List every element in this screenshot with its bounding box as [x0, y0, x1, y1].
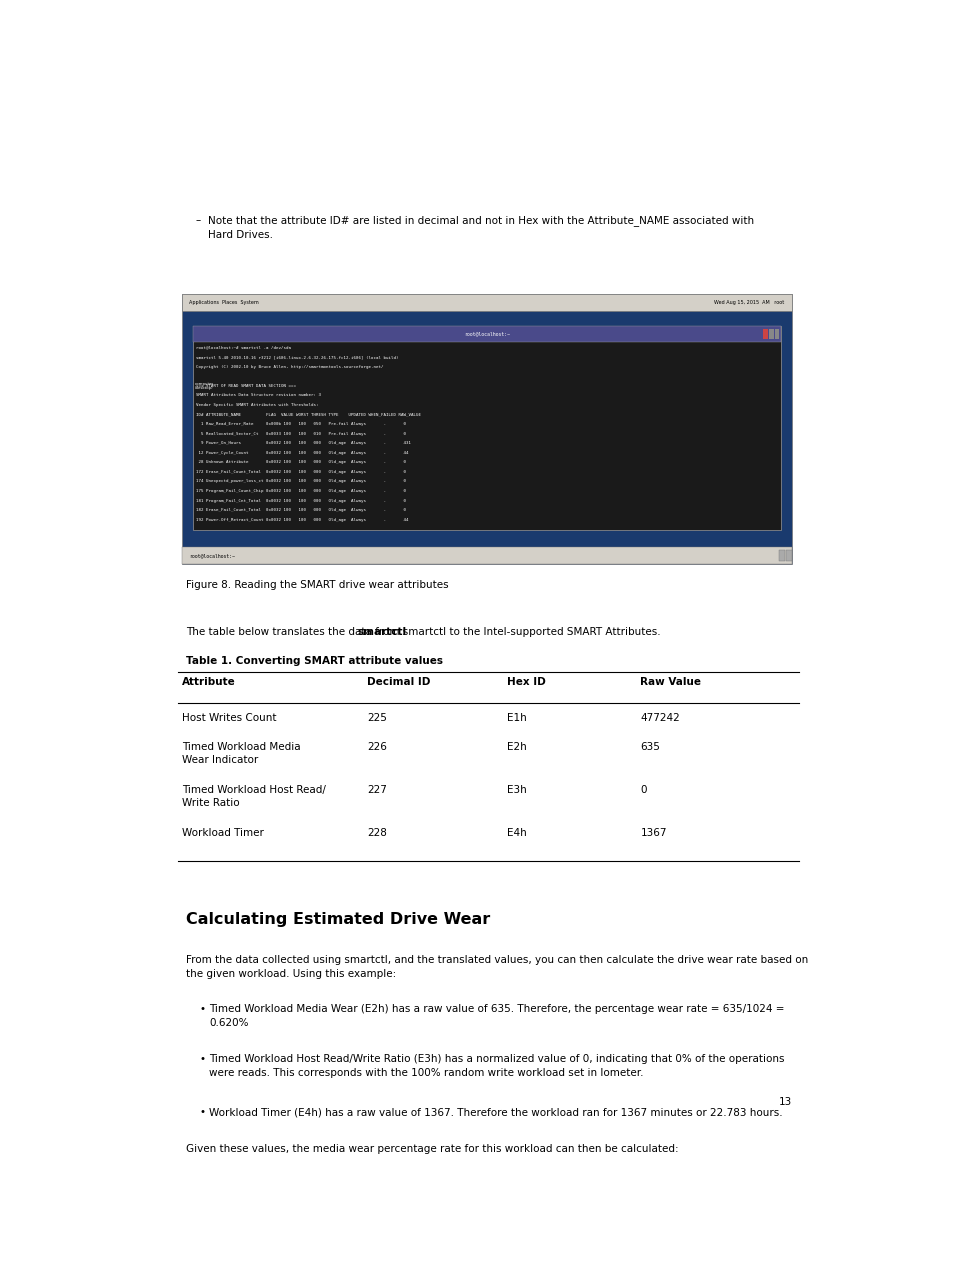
Text: Copyright (C) 2002-10 by Bruce Allen, http://smartmontools.sourceforge.net/: Copyright (C) 2002-10 by Bruce Allen, ht…: [196, 365, 383, 369]
Text: 0: 0: [639, 785, 646, 795]
Text: root@localhost:~: root@localhost:~: [463, 331, 510, 336]
Text: 12 Power_Cycle_Count       0x0032 100   100   000   Old_age  Always       -     : 12 Power_Cycle_Count 0x0032 100 100 000 …: [196, 450, 408, 455]
Text: Wed Aug 15, 2015  AM   root: Wed Aug 15, 2015 AM root: [714, 301, 783, 306]
Text: From the data collected using smartctl, and the translated values, you can then : From the data collected using smartctl, …: [186, 955, 807, 979]
Text: E2h: E2h: [507, 742, 527, 752]
FancyBboxPatch shape: [768, 328, 773, 339]
Text: 1 Raw_Read_Error_Rate     0x000b 100   100   050   Pre-fail Always       -      : 1 Raw_Read_Error_Rate 0x000b 100 100 050…: [196, 422, 406, 426]
Text: Note that the attribute ID# are listed in decimal and not in Hex with the Attrib: Note that the attribute ID# are listed i…: [208, 214, 753, 240]
Text: Calculating Estimated Drive Wear: Calculating Estimated Drive Wear: [186, 912, 490, 927]
Text: Timed Workload Media
Wear Indicator: Timed Workload Media Wear Indicator: [182, 742, 300, 765]
Text: Timed Workload Host Read/Write Ratio (E3h) has a normalized value of 0, indicati: Timed Workload Host Read/Write Ratio (E3…: [210, 1054, 784, 1078]
Text: Raw Value: Raw Value: [639, 677, 700, 687]
Text: 1367: 1367: [639, 828, 666, 838]
Text: •: •: [199, 1003, 205, 1013]
Text: 28 Unknown Attribute       0x0032 100   100   000   Old_age  Always       -     : 28 Unknown Attribute 0x0032 100 100 000 …: [196, 460, 406, 464]
Text: Workload Timer (E4h) has a raw value of 1367. Therefore the workload ran for 136: Workload Timer (E4h) has a raw value of …: [210, 1107, 782, 1117]
Text: Hex ID: Hex ID: [507, 677, 545, 687]
Text: •: •: [199, 1054, 205, 1064]
Text: 635: 635: [639, 742, 659, 752]
Text: 225: 225: [367, 713, 386, 723]
FancyBboxPatch shape: [778, 549, 783, 562]
Text: 181 Program_Fail_Cnt_Total  0x0032 100   100   000   Old_age  Always       -    : 181 Program_Fail_Cnt_Total 0x0032 100 10…: [196, 498, 406, 502]
Text: E3h: E3h: [507, 785, 527, 795]
Text: smartctl 5.40 2010-10-16 r3212 [i686-linux-2.6.32.26-175.fc12.i686] (local build: smartctl 5.40 2010-10-16 r3212 [i686-lin…: [196, 355, 398, 359]
Text: === START OF READ SMART DATA SECTION ===: === START OF READ SMART DATA SECTION ===: [196, 384, 295, 388]
Text: E1h: E1h: [507, 713, 527, 723]
Text: 9 Power_On_Hours          0x0032 100   100   000   Old_age  Always       -      : 9 Power_On_Hours 0x0032 100 100 000 Old_…: [196, 441, 411, 445]
Text: 228: 228: [367, 828, 386, 838]
Text: ID# ATTRIBUTE_NAME          FLAG  VALUE WORST THRESH TYPE    UPDATED WHEN_FAILED: ID# ATTRIBUTE_NAME FLAG VALUE WORST THRE…: [196, 412, 420, 416]
FancyBboxPatch shape: [182, 547, 791, 564]
Text: Applications  Places  System: Applications Places System: [190, 301, 259, 306]
FancyBboxPatch shape: [193, 326, 781, 341]
Text: 192 Power-Off_Retract_Count 0x0032 100   100   000   Old_age  Always       -    : 192 Power-Off_Retract_Count 0x0032 100 1…: [196, 517, 408, 521]
Text: Workload Timer: Workload Timer: [182, 828, 264, 838]
FancyBboxPatch shape: [762, 328, 767, 339]
Text: computer
(desktop): computer (desktop): [194, 382, 213, 391]
FancyBboxPatch shape: [774, 328, 779, 339]
Text: 172 Erase_Fail_Count_Total  0x0032 100   100   000   Old_age  Always       -    : 172 Erase_Fail_Count_Total 0x0032 100 10…: [196, 470, 406, 474]
Text: The table below translates the data from smartctl to the Intel-supported SMART A: The table below translates the data from…: [186, 626, 659, 637]
Text: 175 Program_Fail_Count_Chip 0x0032 100   100   000   Old_age  Always       -    : 175 Program_Fail_Count_Chip 0x0032 100 1…: [196, 489, 406, 493]
Text: •: •: [199, 1107, 205, 1117]
Text: –: –: [195, 214, 201, 224]
Text: root@localhost:~# smartctl -a /dev/sda: root@localhost:~# smartctl -a /dev/sda: [196, 345, 291, 350]
Text: Table 1. Converting SMART attribute values: Table 1. Converting SMART attribute valu…: [186, 656, 442, 666]
Text: Timed Workload Host Read/
Write Ratio: Timed Workload Host Read/ Write Ratio: [182, 785, 326, 808]
FancyBboxPatch shape: [195, 336, 213, 375]
Text: Host Writes Count: Host Writes Count: [182, 713, 276, 723]
Text: E4h: E4h: [507, 828, 527, 838]
Text: 226: 226: [367, 742, 386, 752]
FancyBboxPatch shape: [193, 326, 781, 530]
Text: smartctl: smartctl: [357, 626, 407, 637]
FancyBboxPatch shape: [182, 294, 791, 564]
Text: Vendor Specific SMART Attributes with Thresholds:: Vendor Specific SMART Attributes with Th…: [196, 403, 318, 407]
Text: 13: 13: [778, 1097, 791, 1107]
Text: 477242: 477242: [639, 713, 679, 723]
Text: Timed Workload Media Wear (E2h) has a raw value of 635. Therefore, the percentag: Timed Workload Media Wear (E2h) has a ra…: [210, 1003, 784, 1027]
Text: Attribute: Attribute: [182, 677, 235, 687]
Text: Given these values, the media wear percentage rate for this workload can then be: Given these values, the media wear perce…: [186, 1144, 678, 1154]
Text: root@localhost:~: root@localhost:~: [190, 553, 235, 558]
Text: 182 Erase_Fail_Count_Total  0x0032 100   100   000   Old_age  Always       -    : 182 Erase_Fail_Count_Total 0x0032 100 10…: [196, 508, 406, 512]
FancyBboxPatch shape: [182, 294, 791, 312]
Text: Figure 8. Reading the SMART drive wear attributes: Figure 8. Reading the SMART drive wear a…: [186, 579, 448, 590]
FancyBboxPatch shape: [785, 549, 791, 562]
Text: 5 Reallocated_Sector_Ct   0x0033 100   100   010   Pre-fail Always       -      : 5 Reallocated_Sector_Ct 0x0033 100 100 0…: [196, 431, 406, 436]
Text: Decimal ID: Decimal ID: [367, 677, 430, 687]
Text: 227: 227: [367, 785, 386, 795]
Text: 174 Unexpectd_power_loss_ct 0x0032 100   100   000   Old_age  Always       -    : 174 Unexpectd_power_loss_ct 0x0032 100 1…: [196, 479, 406, 483]
Text: SMART Attributes Data Structure revision number: 3: SMART Attributes Data Structure revision…: [196, 393, 321, 397]
